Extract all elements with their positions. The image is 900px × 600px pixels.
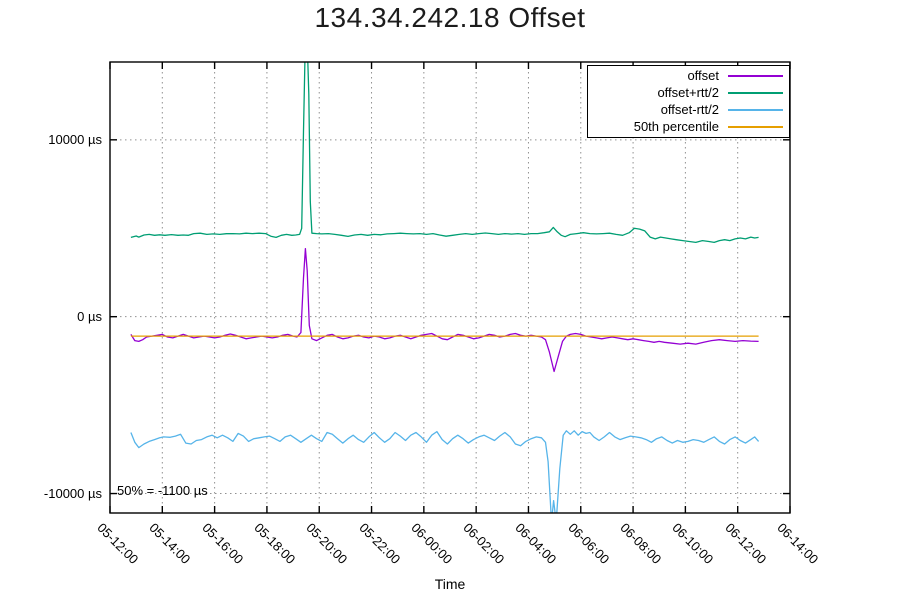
legend-item-offset-minus-rtt2: offset-rtt/2 bbox=[588, 101, 789, 118]
x-axis-title: Time bbox=[434, 576, 466, 592]
series-line-offset bbox=[130, 247, 759, 373]
legend-line-swatch bbox=[728, 125, 783, 128]
y-tick-label-10000: 10000 µs bbox=[48, 132, 102, 147]
legend-label: 50th percentile bbox=[633, 119, 719, 134]
legend-line-swatch bbox=[728, 74, 783, 77]
series-line-offset-rtt-2 bbox=[130, 62, 759, 244]
legend-item-offset: offset bbox=[588, 67, 789, 84]
legend-label: offset-rtt/2 bbox=[660, 102, 719, 117]
legend-label: offset bbox=[687, 68, 719, 83]
legend-item-offset-plus-rtt2: offset+rtt/2 bbox=[588, 84, 789, 101]
percentile-annotation: 50% = -1100 µs bbox=[117, 483, 208, 498]
chart-title: 134.34.242.18 Offset bbox=[314, 2, 586, 33]
legend-label: offset+rtt/2 bbox=[657, 85, 719, 100]
y-tick-label-minus10000: -10000 µs bbox=[43, 486, 102, 501]
legend-box: offset offset+rtt/2 offset-rtt/2 50th pe… bbox=[587, 65, 790, 138]
legend-line-swatch bbox=[728, 91, 783, 94]
series-line-offset-rtt-2 bbox=[130, 430, 760, 513]
legend-item-50th-percentile: 50th percentile bbox=[588, 118, 789, 135]
y-tick-label-0: 0 µs bbox=[77, 309, 102, 324]
plot-border bbox=[109, 61, 791, 514]
legend-line-swatch bbox=[728, 108, 783, 111]
